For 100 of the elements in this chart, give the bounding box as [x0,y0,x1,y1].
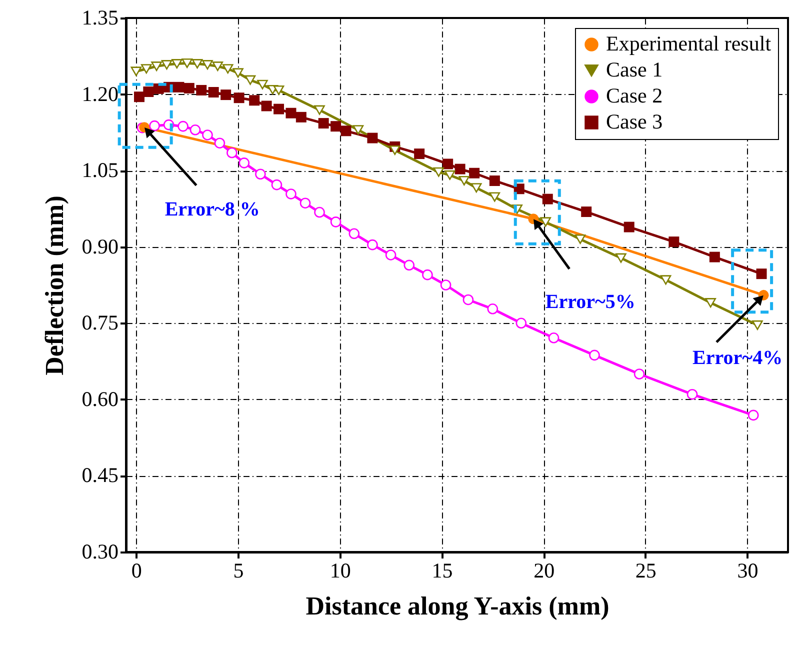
point [385,250,396,260]
point [134,92,144,102]
point [433,167,444,177]
point [705,298,716,308]
point [470,183,482,193]
point [624,222,634,232]
point [589,350,600,361]
point [542,194,553,204]
point [249,95,260,106]
point [540,217,551,227]
point [458,176,470,186]
point [352,125,364,135]
x-tick-label: 10 [330,558,351,582]
point [444,170,456,180]
x-axis-title: Distance along Y-axis (mm) [306,592,610,620]
point [634,368,645,380]
annotation: Error~4% [692,347,783,370]
point [151,62,162,72]
point [130,66,142,76]
point [257,80,268,90]
x-tick-label: 0 [131,558,142,582]
point [489,192,500,202]
point [184,82,194,94]
point [487,304,498,314]
y-tick-label: 0.60 [82,386,118,411]
point [286,188,296,200]
point [440,280,452,290]
point [161,60,172,70]
point [234,92,244,104]
x-tick-label: 15 [432,558,453,582]
legend-label: Case 1 [606,58,663,82]
point [314,105,325,115]
y-tick-label: 1.20 [82,82,118,106]
legend-label: Case 2 [606,84,663,108]
point [414,148,425,160]
point [174,82,184,92]
point [172,59,182,69]
point [756,268,767,280]
point [143,86,154,97]
point [220,90,232,100]
legend-label: Experimental result [606,32,772,56]
x-tick-label: 20 [534,558,555,582]
point [182,58,192,68]
point [261,100,272,112]
point [214,138,226,148]
point [318,118,329,129]
point [226,147,238,158]
y-tick-label: 1.35 [82,6,118,30]
point [149,120,160,132]
y-tick-label: 0.45 [82,463,118,488]
point [516,318,527,329]
point [686,388,698,400]
point [178,120,188,132]
legend-label: Case 3 [606,110,663,134]
point [314,206,325,218]
point [273,85,284,95]
point [222,64,234,74]
point [389,145,400,155]
point [668,236,680,248]
point [212,62,224,72]
point [340,126,352,136]
point [208,87,219,98]
point [271,179,282,190]
point [462,294,474,306]
x-tick-label: 5 [233,558,244,582]
point [296,112,306,122]
x-tick-label: 30 [737,558,758,582]
point [442,158,454,170]
point [660,275,672,285]
point [422,269,433,280]
point [616,253,626,263]
point [404,260,415,271]
point [367,239,378,250]
point [548,332,560,344]
y-tick-label: 0.75 [82,310,118,335]
point [709,252,720,262]
point [330,216,342,228]
point [196,84,207,96]
point [140,64,152,74]
y-tick-label: 0.30 [82,540,118,564]
point [244,75,256,85]
point [489,176,500,186]
y-tick-label: 0.90 [82,234,118,258]
point [255,168,266,180]
annotation: Error~5% [545,290,636,313]
x-tick-label: 25 [635,558,656,582]
point [454,164,466,174]
point [574,234,586,244]
y-axis-title: Deflection (mm) [40,196,69,376]
point [190,124,201,136]
point [469,168,480,178]
point [330,121,342,132]
point [300,198,311,209]
point [238,158,250,168]
point [581,206,592,218]
point [274,104,284,114]
annotation: Error~8 % [164,198,260,220]
point [192,59,203,69]
point [286,108,296,118]
point [367,132,378,144]
